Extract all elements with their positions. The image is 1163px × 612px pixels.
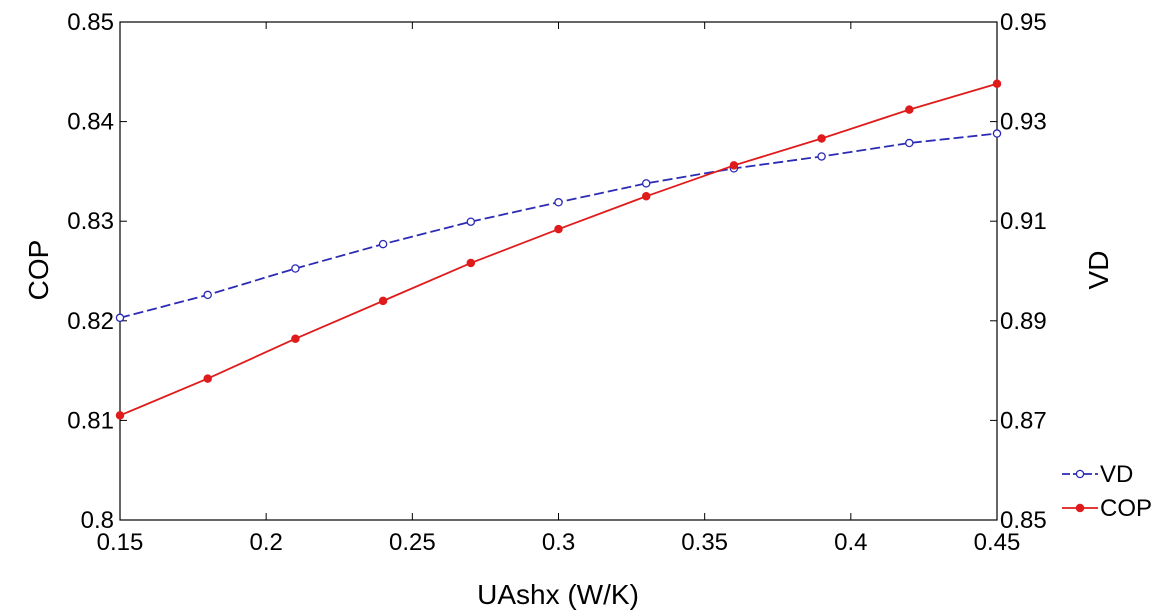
data-point-cop (203, 374, 212, 383)
data-point-vd (466, 217, 476, 226)
series-line-cop (119, 82, 998, 417)
series-cop (115, 79, 1002, 420)
x-axis-label: UAshx (W/K) (477, 579, 639, 610)
y-tick-label: 0.8 (81, 507, 114, 534)
legend-item-vd: VD (1062, 461, 1133, 488)
data-point-vd (203, 290, 212, 300)
y2-tick-label: 0.85 (1000, 507, 1047, 534)
data-point-vd (817, 152, 826, 161)
data-point-cop (641, 192, 651, 201)
y2-tick-label: 0.91 (1000, 208, 1047, 235)
data-point-cop (817, 134, 826, 143)
y2-tick-label: 0.87 (1000, 407, 1047, 434)
data-point-cop (554, 224, 563, 234)
legend-swatch-marker-vd (1075, 469, 1085, 479)
y2-axis-label: VD (1083, 251, 1114, 290)
data-point-cop (992, 79, 1002, 89)
y-tick-label: 0.81 (67, 407, 114, 434)
legend-label-cop: COP (1100, 495, 1152, 522)
data-point-vd (291, 264, 300, 273)
x-tick-label: 0.25 (389, 529, 436, 556)
plot-frame (119, 21, 998, 521)
data-point-cop (291, 334, 300, 343)
legend: VD COP (1062, 461, 1152, 522)
x-tick-label: 0.45 (974, 529, 1021, 556)
x-tick-label: 0.35 (681, 529, 728, 556)
x-tick-label: 0.15 (97, 529, 144, 556)
legend-swatch-marker-cop (1075, 503, 1085, 513)
data-point-vd (905, 138, 914, 148)
data-point-vd (641, 179, 651, 188)
data-point-cop (905, 105, 914, 114)
plot-area (119, 21, 998, 521)
series-vd (115, 129, 1002, 323)
axis-ticks: 0.15 0.2 0.25 0.3 0.35 0.4 0.45 0.8 0.81 0.82 0.83… (67, 9, 1046, 556)
x-tick-label: 0.2 (249, 529, 282, 556)
data-point-cop (466, 258, 476, 268)
legend-item-cop: COP (1062, 495, 1152, 522)
y-tick-label: 0.83 (67, 208, 114, 235)
y-tick-label: 0.84 (67, 109, 114, 136)
x-tick-label: 0.4 (834, 529, 867, 556)
data-point-vd (992, 129, 1002, 138)
data-point-cop (378, 296, 388, 306)
x-tick-label: 0.3 (542, 529, 575, 556)
data-point-cop (729, 161, 739, 170)
y-tick-label: 0.85 (67, 9, 114, 36)
y-tick-label: 0.82 (67, 308, 114, 335)
y2-tick-label: 0.93 (1000, 109, 1047, 136)
series-layer (115, 79, 1002, 420)
data-point-vd (554, 198, 563, 207)
y-axis-label: COP (23, 240, 54, 301)
data-point-cop (115, 411, 125, 420)
y2-tick-label: 0.89 (1000, 308, 1047, 335)
data-point-vd (378, 239, 388, 249)
data-point-vd (115, 313, 125, 323)
legend-label-vd: VD (1100, 461, 1133, 488)
y2-tick-label: 0.95 (1000, 9, 1047, 36)
